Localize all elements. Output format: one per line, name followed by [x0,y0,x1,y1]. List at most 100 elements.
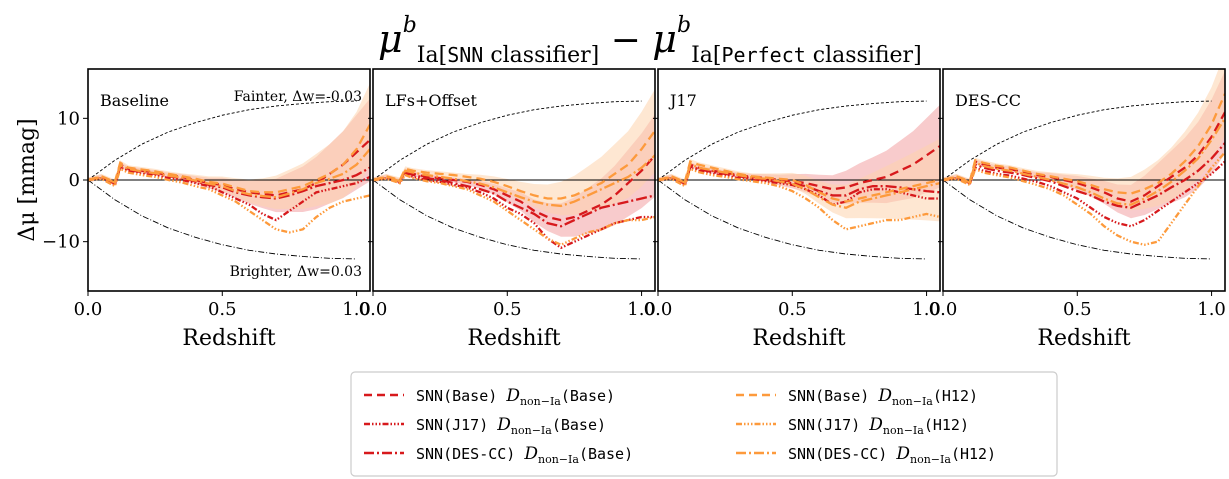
series-line-base_base [88,139,370,197]
series-line-j17_base [373,172,655,250]
series-line-j17_h12 [88,167,370,234]
series-line-base_h12 [658,159,940,203]
series-line-descc_h12 [943,117,1225,206]
x-axis-label: Redshift [752,326,845,351]
fainter-reference-curve [658,100,927,181]
x-tick-label: 0.5 [778,299,807,320]
series-line-base_h12 [88,123,370,194]
legend-mono: SNN(Base) [788,387,878,405]
x-axis-label: Redshift [467,326,560,351]
y-tick-label: −10 [42,232,80,253]
legend-mono2: (Base) [552,416,606,434]
x-axis-label: Redshift [182,326,275,351]
title-part: μ [378,17,403,61]
title-part: b [403,13,417,38]
legend-label-base_h12: SNN(Base) Dnon−Ia(H12) [788,386,978,408]
series-line-descc_h12 [373,154,655,208]
title-part: [ [713,43,722,68]
title-part: ] [913,43,922,68]
title-part: SNN [447,43,483,67]
legend-mono: SNN(J17) [788,416,869,434]
legend-mono2: (Base) [561,387,615,405]
series-line-j17_base [943,160,1225,228]
legend-label-j17_h12: SNN(J17) Dnon−Ia(H12) [788,415,969,437]
panel-lfs-offset: LFs+Offset 0.0 0.5 1.0 Redshift [359,68,656,351]
x-tick-label: 0.0 [359,299,388,320]
legend-mono: SNN(DES-CC) [788,445,896,463]
plot-area [88,83,370,260]
title-text: μbIa[SNN classifier] − μbIa[Perfect clas… [378,13,922,68]
fainter-reference-curve [88,100,357,181]
x-tick-label: 1.0 [912,299,941,320]
series-line-base_h12 [943,93,1225,195]
series-line-descc_base [943,142,1225,209]
legend: SNN(Base) Dnon−Ia(Base) SNN(Base) Dnon−Ia… [350,371,1058,477]
legend-label-descc_h12: SNN(DES-CC) Dnon−Ia(H12) [788,444,996,466]
legend-math: D [877,386,892,406]
plot-area [658,100,940,260]
legend-mono: SNN(DES-CC) [416,445,524,463]
panel-des-cc: DES-CC 0.0 0.5 1.0 Redshift [929,68,1226,351]
figure-title: μbIa[SNN classifier] − μbIa[Perfect clas… [378,13,922,68]
legend-mono2: (H12) [924,416,969,434]
series-line-descc_base [658,164,940,197]
y-axis-label: Δμ [mmag] [15,118,40,241]
legend-sub: non−Ia [511,424,552,437]
legend-math: D [496,415,511,435]
x-tick-label: 0.5 [493,299,522,320]
series-line-j17_h12 [658,167,940,231]
legend-sub: non−Ia [883,424,924,437]
panel-label: J17 [668,91,697,110]
legend-mono2: (H12) [933,387,978,405]
series-line-descc_h12 [658,162,940,209]
series-line-j17_h12 [373,173,655,247]
x-tick-label: 1.0 [1197,299,1226,320]
annotation-brighter: Brighter, Δw=0.03 [230,264,362,280]
legend-label-descc_base: SNN(DES-CC) Dnon−Ia(Base) [416,444,633,466]
x-tick-label: 0.0 [644,299,673,320]
legend-sub: non−Ia [520,395,561,408]
legend-math: D [895,444,910,464]
x-tick-label: 0.0 [929,299,958,320]
legend-math: D [505,386,520,406]
x-tick-label: 1.0 [627,299,656,320]
panel-j17: J17 0.0 0.5 1.0 Redshift [644,68,941,351]
annotation-fainter: Fainter, Δw=-0.03 [234,89,362,105]
legend-mono: SNN(J17) [416,416,497,434]
legend-label-base_base: SNN(Base) Dnon−Ia(Base) [416,386,615,408]
title-part: Ia [417,43,439,68]
y-tick-label: 0 [69,170,80,191]
legend-math: D [868,415,883,435]
series-line-descc_base [373,171,655,228]
title-part: − [599,20,652,61]
legend-sub: non−Ia [910,453,951,466]
plot-area [373,89,655,260]
title-part: b [677,13,691,38]
legend-math: D [523,444,538,464]
x-tick-label: 0.5 [1063,299,1092,320]
fainter-reference-curve [943,100,1212,181]
series-line-j17_h12 [943,151,1225,246]
legend-sub: non−Ia [538,453,579,466]
legend-label-j17_base: SNN(J17) Dnon−Ia(Base) [416,415,606,437]
y-tick-label: 10 [57,108,80,129]
legend-mono2: (Base) [579,445,633,463]
title-part: Ia [691,43,713,68]
legend-mono: SNN(Base) [416,387,506,405]
panel-baseline: Baseline Fainter, Δw=-0.03 Brighter, Δw=0.… [15,68,371,351]
panel-label: LFs+Offset [385,91,478,110]
plot-area [943,69,1225,260]
panel-label: Baseline [100,91,169,110]
title-part: Perfect [721,43,805,67]
title-part: ] [591,43,600,68]
x-axis-label: Redshift [1037,326,1130,351]
x-tick-label: 1.0 [342,299,371,320]
legend-mono2: (H12) [951,445,996,463]
panel-label: DES-CC [955,91,1021,110]
series-line-base_base [658,145,940,191]
x-tick-label: 0.5 [208,299,237,320]
uncertainty-band [373,89,655,216]
legend-sub: non−Ia [892,395,933,408]
legend-box [350,371,1058,477]
